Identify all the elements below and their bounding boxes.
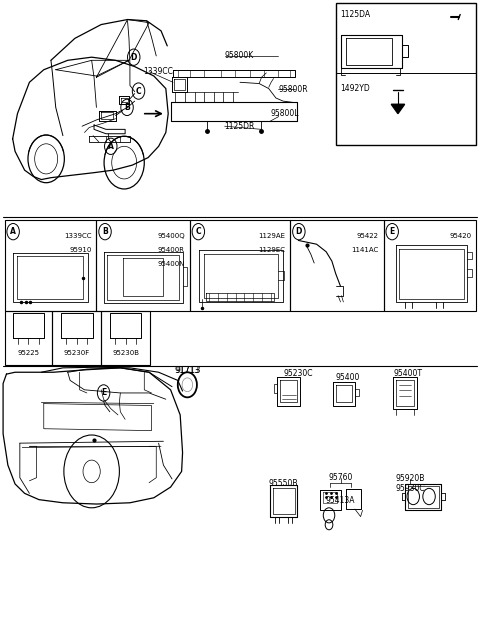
Bar [336, 3, 477, 145]
Text: 95550B: 95550B [268, 479, 298, 489]
Text: 95930C: 95930C [395, 484, 425, 494]
Text: 95800R: 95800R [278, 86, 308, 94]
Text: 95400T: 95400T [393, 369, 422, 378]
Text: 95230B: 95230B [112, 350, 139, 356]
Text: C: C [195, 227, 201, 236]
Text: E: E [101, 389, 106, 398]
Text: 95910: 95910 [69, 247, 92, 253]
Text: 1125DA: 1125DA [340, 10, 371, 19]
Text: 1129AE: 1129AE [258, 233, 286, 239]
Polygon shape [391, 104, 405, 114]
Text: B: B [124, 103, 130, 112]
Text: 1129EC: 1129EC [258, 247, 286, 253]
Text: C: C [136, 87, 141, 96]
Text: 95400N: 95400N [157, 260, 185, 267]
Text: 1492YD: 1492YD [340, 84, 370, 93]
Bar [190, 220, 290, 311]
Text: D: D [296, 227, 302, 236]
Text: 95400Q: 95400Q [157, 233, 185, 239]
Text: 91713: 91713 [174, 367, 201, 376]
Text: 95413A: 95413A [326, 496, 355, 505]
Text: A: A [108, 142, 114, 151]
Bar [96, 220, 190, 311]
Text: 95760: 95760 [328, 473, 353, 482]
Text: A: A [10, 227, 16, 236]
Text: 95920B: 95920B [395, 474, 425, 484]
Bar [52, 311, 101, 365]
Text: 1125DR: 1125DR [225, 122, 255, 131]
Text: E: E [390, 227, 395, 236]
Text: 95422: 95422 [357, 233, 379, 239]
Text: 91713: 91713 [175, 367, 199, 376]
Bar [4, 220, 96, 311]
Text: 1339CC: 1339CC [143, 67, 173, 76]
Text: 95400: 95400 [336, 373, 360, 382]
Text: B: B [102, 227, 108, 236]
Text: 95225: 95225 [17, 350, 39, 356]
Text: 95230C: 95230C [283, 369, 312, 378]
Text: 95420: 95420 [450, 233, 472, 239]
Text: 95400R: 95400R [158, 247, 185, 253]
Text: D: D [131, 53, 137, 62]
Text: 95230F: 95230F [64, 350, 90, 356]
Bar [4, 311, 52, 365]
Text: 95800K: 95800K [225, 52, 254, 60]
Bar [290, 220, 384, 311]
Bar [101, 311, 150, 365]
Bar [384, 220, 477, 311]
Text: 95800L: 95800L [270, 109, 299, 118]
Text: 1141AC: 1141AC [351, 247, 379, 253]
Text: 1339CC: 1339CC [64, 233, 92, 239]
